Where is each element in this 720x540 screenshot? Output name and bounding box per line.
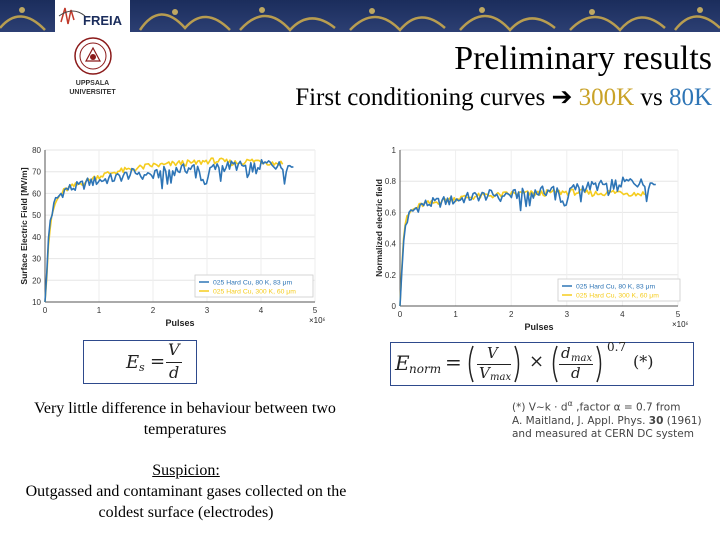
subtitle-prefix: First conditioning curves [295,84,546,111]
footnote-line1: (*) V~k · dα ,factor α = 0.7 from [512,399,681,414]
x-tick-label: 3 [565,310,570,319]
footnote: (*) V~k · dα ,factor α = 0.7 from A. Mai… [512,397,702,441]
subtitle-300k: 300K [578,84,635,111]
x-tick-label: 1 [453,310,458,319]
x-tick-label: 4 [620,310,625,319]
x-tick-label: 5 [313,306,318,315]
chart-normalized-field: 0 0.2 0.4 0.6 0.8 1 0 1 2 3 4 5 025 Hard Cu, 80 K, 8… [374,146,688,332]
x-tick-label: 3 [205,306,210,315]
fraction-bar [477,364,511,365]
freia-logo-icon: FREIA [58,7,123,28]
y-tick-label: 80 [32,146,41,155]
page-subtitle: First conditioning curves ➔ 300K vs 80K [295,82,712,112]
series-80k-line [44,159,294,303]
formula-es: E s = V d [83,340,197,384]
y-axis-label: Normalized electric field [374,179,384,277]
y-axis-label: Surface Electric Field [MV/m] [19,167,29,284]
subtitle-80k: 80K [668,84,712,111]
svg-text:UNIVERSITET: UNIVERSITET [69,89,116,96]
series-80k-line [399,176,656,307]
x-scale-label: ×10⁸ [309,316,325,325]
y-tick-label: 30 [32,255,41,264]
legend-label: 025 Hard Cu, 80 K, 83 μm [576,284,655,291]
suspicion-body: Outgassed and contaminant gases collecte… [25,483,347,521]
legend-label: 025 Hard Cu, 300 K, 60 μm [213,289,296,296]
x-tick-label: 1 [97,306,102,315]
footnote-line3: and measured at CERN DC system [512,427,694,440]
y-tick-label: 1 [392,146,397,155]
uppsala-seal-icon [74,37,112,75]
y-tick-label: 70 [32,168,41,177]
svg-text:UPPSALA: UPPSALA [76,80,109,87]
y-tick-label: 0 [392,302,397,311]
formula-enorm: E norm = V V max × d max d 0.7 (*) [390,340,694,386]
suspicion-label: Suspicion: [152,462,220,479]
legend-box [557,278,681,302]
series-300k-line [44,157,284,303]
y-tick-label: 0.8 [385,177,397,186]
paren-left-icon [468,345,474,383]
x-axis-label: Pulses [524,322,553,332]
x-axis-label: Pulses [165,318,194,328]
observation-text: Very little difference in behaviour betw… [34,400,336,438]
logo-area: FREIA UPPSALA UNIVERSITET [55,0,130,102]
x-tick-label: 0 [43,306,48,315]
x-tick-label: 0 [398,310,403,319]
subtitle-vs: vs [640,84,663,111]
arrow-right-icon: ➔ [551,84,573,111]
paren-left-icon [552,345,558,383]
legend-label: 025 Hard Cu, 80 K, 83 μm [213,280,292,287]
fraction-bar [559,364,593,365]
y-tick-label: 60 [32,189,41,198]
y-tick-label: 40 [32,233,41,242]
x-tick-label: 2 [151,306,156,315]
y-tick-label: 0.2 [385,271,397,280]
x-scale-label: ×10⁸ [672,320,688,329]
y-tick-label: 0.4 [385,240,397,249]
freia-text: FREIA [83,13,123,28]
y-tick-label: 10 [32,298,41,307]
page-title: Preliminary results [454,40,712,77]
x-tick-label: 2 [509,310,514,319]
paren-right-icon [514,345,520,383]
y-tick-label: 0.6 [385,208,397,217]
y-tick-label: 20 [32,276,41,285]
legend-label: 025 Hard Cu, 300 K, 60 μm [576,293,659,300]
legend-box [194,274,314,298]
fraction-bar [166,362,182,363]
suspicion-block: Suspicion: Outgassed and contaminant gas… [20,460,352,523]
chart-surface-field: 10 20 30 40 50 60 70 80 0 1 2 3 4 5 025 Hard Cu, 80 K,… [19,146,325,328]
uppsala-wordmark: UPPSALA UNIVERSITET [69,80,116,96]
x-tick-label: 4 [259,306,264,315]
y-tick-label: 50 [32,211,41,220]
paren-right-icon [596,345,602,383]
x-tick-label: 5 [676,310,681,319]
footnote-line2: A. Maitland, J. Appl. Phys. 30 (1961) [512,414,702,427]
